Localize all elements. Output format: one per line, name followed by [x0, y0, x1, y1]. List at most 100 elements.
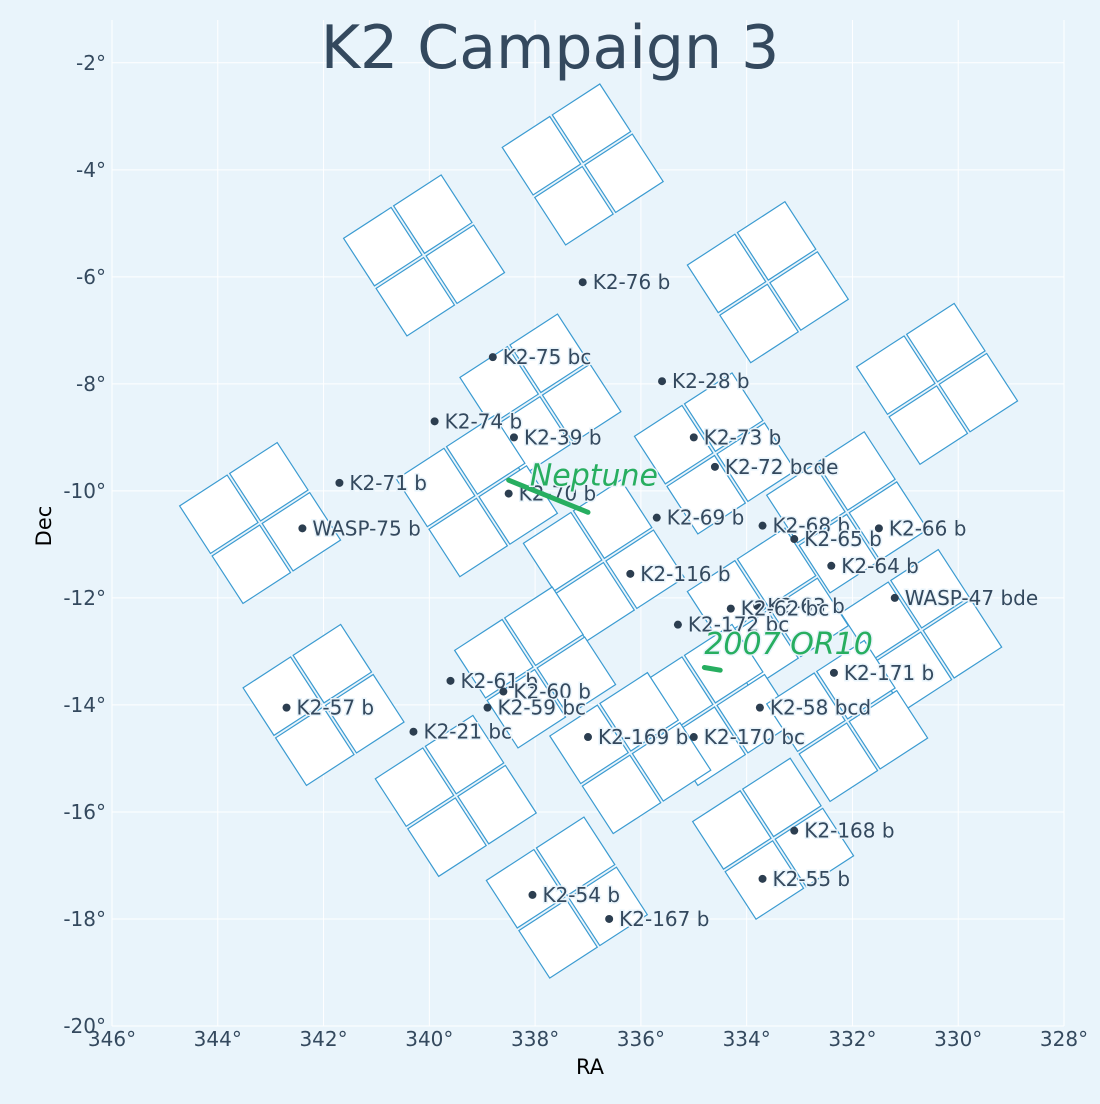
ccd-chip — [581, 754, 662, 835]
planet-marker — [790, 826, 799, 835]
ccd-module — [242, 623, 405, 787]
ccd-chip — [848, 481, 929, 562]
planet-label: K2-171 b — [844, 661, 934, 685]
planet-label: K2-39 b — [524, 425, 602, 449]
planet-marker — [282, 703, 291, 712]
chart-title: K2 Campaign 3 — [321, 13, 780, 83]
ccd-module — [342, 174, 506, 337]
ccd-module — [855, 302, 1019, 466]
planet-label: K2-75 bc — [503, 345, 592, 369]
planet-label: K2-65 b — [804, 527, 882, 551]
planet-marker — [755, 703, 764, 712]
planet-marker — [430, 417, 439, 426]
sso-track — [701, 664, 723, 673]
y-tick-label: -2° — [76, 51, 106, 75]
planet-marker — [673, 620, 682, 629]
y-tick-label: -16° — [63, 800, 106, 824]
ccd-chip — [769, 577, 850, 658]
planet-marker — [499, 687, 508, 696]
planet-label: WASP-75 b — [312, 516, 420, 540]
ccd-modules — [178, 83, 1019, 979]
y-tick-label: -14° — [63, 693, 106, 717]
ccd-chip — [765, 672, 846, 753]
ccd-module — [485, 816, 649, 979]
planet-label: K2-169 b — [598, 725, 688, 749]
ccd-chip — [736, 200, 817, 281]
ccd-chip — [178, 474, 259, 555]
ccd-chip — [633, 404, 714, 485]
ccd-chip — [501, 115, 582, 196]
ccd-module — [459, 313, 622, 476]
planet-marker — [829, 668, 838, 677]
y-tick-label: -10° — [63, 479, 106, 503]
ccd-chip — [605, 529, 686, 610]
ccd-chip — [905, 302, 986, 383]
planet-marker — [335, 478, 344, 487]
planet-label: K2-172 bc — [688, 613, 789, 637]
planet-marker — [689, 733, 698, 742]
ccd-chip — [666, 454, 747, 535]
planet-marker — [652, 513, 661, 522]
planet-label: K2-60 b — [513, 680, 591, 704]
planet-markers: K2-76 b K2-75 bc K2-28 b K2-74 bK2-39 b K2-7… — [282, 269, 1040, 932]
planet-label: K2-116 b — [640, 562, 730, 586]
ccd-chip — [798, 722, 879, 803]
ccd-chip — [522, 511, 603, 592]
ccd-chip — [686, 233, 767, 314]
ccd-module — [178, 441, 342, 605]
ccd-chip — [292, 623, 373, 704]
planet-label: K2-74 b — [445, 409, 523, 433]
planet-label: K2-69 b — [667, 506, 745, 530]
ccd-module — [839, 548, 1003, 712]
ccd-chip — [503, 586, 584, 667]
planet-marker — [758, 521, 767, 530]
planet-marker — [409, 727, 418, 736]
ccd-chip — [719, 283, 800, 364]
ccd-chip — [683, 372, 764, 453]
ccd-chip — [535, 816, 616, 897]
ccd-module — [686, 200, 850, 364]
planet-label: K2-21 bc — [423, 720, 512, 744]
y-tick-label: -20° — [63, 1014, 106, 1038]
planet-marker — [584, 733, 592, 742]
planet-label: K2-71 b — [349, 471, 427, 495]
ccd-chip — [324, 673, 405, 754]
ccd-chip — [375, 256, 456, 337]
ccd-chip — [716, 422, 797, 503]
ccd-chip — [392, 174, 473, 255]
planet-marker — [488, 353, 497, 362]
ccd-module — [549, 671, 712, 835]
planet-label: K2-64 b — [841, 554, 919, 578]
ccd-chip — [769, 250, 850, 332]
ccd-chip — [459, 345, 540, 426]
axis-ticks: 346° 344° 342° 340° 338° 336° 334° 332° 330° 328°… — [63, 51, 1088, 1051]
planet-marker — [504, 489, 513, 498]
ccd-chip — [839, 581, 920, 662]
ccd-module — [633, 372, 797, 535]
x-tick-label: 344° — [194, 1027, 242, 1051]
planet-label: K2-68 b — [773, 514, 851, 538]
planet-label: WASP-47 bde — [905, 586, 1038, 610]
y-axis-label: Dec — [32, 506, 56, 547]
planet-marker — [528, 890, 537, 899]
ccd-module — [395, 414, 559, 578]
ccd-chip — [631, 721, 712, 802]
planet-marker — [658, 377, 667, 386]
ccd-chip — [274, 706, 355, 787]
ccd-chip — [395, 447, 476, 528]
ccd-chip — [453, 618, 534, 699]
planet-label: K2-76 b — [593, 270, 671, 294]
planet-label: K2-66 b — [889, 516, 967, 540]
ccd-module — [374, 714, 538, 878]
planet-label: K2-54 b — [542, 883, 620, 907]
planet-label: K2-61 b — [460, 669, 538, 693]
ccd-chip — [428, 497, 509, 578]
planet-marker — [626, 569, 635, 578]
x-tick-label: 346° — [88, 1027, 136, 1051]
ccd-chip — [457, 764, 538, 845]
ccd-chip — [888, 385, 969, 466]
x-tick-label: 334° — [723, 1027, 771, 1051]
planet-marker — [726, 604, 735, 613]
ccd-chip — [533, 165, 614, 246]
planet-marker — [578, 278, 587, 287]
